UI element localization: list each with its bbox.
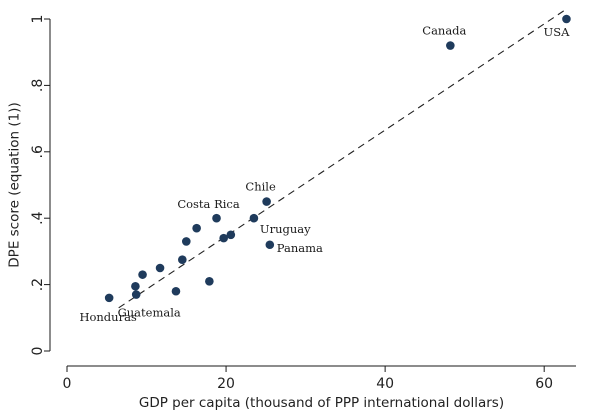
- x-tick-label: 40: [376, 376, 394, 392]
- x-tick-label: 0: [63, 376, 72, 392]
- data-point: [219, 233, 228, 243]
- point-panama: [265, 240, 275, 250]
- x-tick-label: 20: [217, 376, 235, 392]
- data-points: [104, 14, 571, 303]
- fit-line: [118, 8, 567, 309]
- data-point: [181, 237, 191, 246]
- y-tick-label: .2: [30, 278, 46, 291]
- point-label: USA: [544, 25, 571, 39]
- x-tick-label: 60: [535, 376, 553, 392]
- x-axis: 0 20 40 60: [63, 365, 576, 392]
- y-tick-label: .6: [30, 145, 46, 158]
- point-guatemala: [131, 290, 141, 299]
- point-label: Costa Rica: [177, 197, 240, 211]
- data-point: [171, 286, 181, 296]
- x-axis-title: GDP per capita (thousand of PPP internat…: [139, 395, 504, 411]
- point-costa-rica: [212, 213, 221, 223]
- point-labels: USA Canada Chile Costa Rica Uruguay Panama Hon…: [79, 24, 570, 324]
- y-tick-label: .8: [30, 79, 46, 92]
- data-point: [192, 223, 201, 233]
- data-point: [138, 270, 147, 279]
- data-point: [155, 263, 165, 273]
- point-canada: [446, 41, 455, 50]
- data-point: [205, 276, 214, 286]
- y-axis: 0 .2 .4 .6 .8 1: [30, 15, 51, 356]
- data-point: [178, 255, 187, 264]
- point-label: Uruguay: [260, 222, 311, 236]
- point-honduras: [104, 293, 114, 303]
- point-usa: [562, 14, 571, 24]
- point-label: Chile: [245, 180, 276, 194]
- point-label: Canada: [422, 24, 466, 38]
- data-point: [131, 281, 140, 291]
- point-label: Panama: [277, 241, 323, 255]
- point-uruguay: [249, 213, 259, 223]
- point-label: Honduras: [79, 310, 136, 324]
- y-tick-label: .4: [30, 211, 46, 224]
- y-tick-label: 0: [30, 347, 46, 356]
- point-label: Guatemala: [118, 306, 181, 320]
- point-chile: [262, 197, 271, 206]
- fit-line-group: [118, 8, 567, 309]
- data-point: [226, 230, 236, 240]
- y-tick-label: 1: [30, 15, 46, 24]
- y-axis-title: DPE score (equation (1)): [7, 102, 23, 267]
